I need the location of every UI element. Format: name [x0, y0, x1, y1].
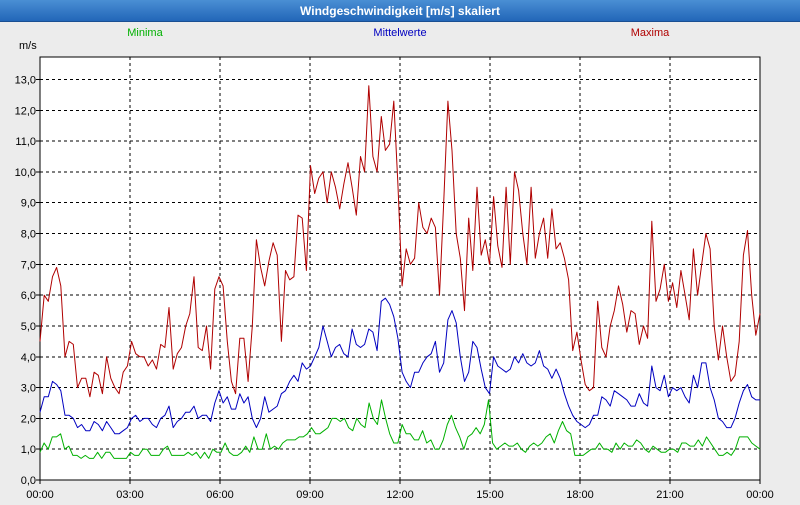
y-tick-label: 3,0	[21, 383, 36, 395]
y-tick-label: 11,0	[15, 136, 36, 148]
y-tick-label: 6,0	[21, 290, 36, 302]
x-tick-time-label: 00:00	[746, 489, 774, 500]
y-tick-label: 7,0	[21, 259, 36, 271]
x-tick-time-label: 18:00	[566, 489, 594, 500]
y-tick-label: 9,0	[21, 198, 36, 210]
chart-window-title: Windgeschwindigkeit [m/s] skaliert	[0, 0, 800, 22]
x-tick-time-label: 09:00	[296, 489, 324, 500]
y-axis-ticks: 0,0 1,0 2,0 3,0 4,0 5,0 6,0 7,0 8,0 9,0 10,0 11,0 12…	[15, 75, 40, 487]
data-series	[39, 85, 761, 459]
y-axis-label: m/s	[19, 40, 37, 52]
x-tick-time-label: 06:00	[206, 489, 234, 500]
x-tick-time-label: 15:00	[476, 489, 504, 500]
x-tick-time-label: 03:00	[116, 489, 144, 500]
window-title-text: Windgeschwindigkeit [m/s] skaliert	[300, 3, 500, 18]
x-tick-time-label: 21:00	[656, 489, 684, 500]
y-tick-label: 12,0	[15, 105, 36, 117]
y-tick-label: 0,0	[21, 475, 36, 487]
y-tick-label: 4,0	[21, 352, 36, 364]
y-tick-label: 2,0	[21, 413, 36, 425]
x-tick-time-label: 12:00	[386, 489, 414, 500]
legend-label: Maxima	[631, 27, 670, 39]
y-tick-label: 8,0	[21, 229, 36, 241]
grid-lines	[40, 57, 760, 480]
legend-label: Minima	[127, 27, 163, 39]
series-line-mittelwerte	[39, 297, 760, 435]
wind-speed-chart: 0,0 1,0 2,0 3,0 4,0 5,0 6,0 7,0 8,0 9,0 10,0 11,0 12…	[15, 27, 774, 501]
chart-area: 0,0 1,0 2,0 3,0 4,0 5,0 6,0 7,0 8,0 9,0 10,0 11,0 12…	[0, 22, 800, 501]
y-tick-label: 1,0	[21, 444, 36, 456]
y-tick-label: 5,0	[21, 321, 36, 333]
legend-label: Mittelwerte	[373, 27, 426, 39]
x-axis-ticks: 00:0028.09.1903:0028.09.1906:0028.09.190…	[26, 480, 774, 501]
series-line-minima	[39, 399, 761, 459]
legend: Minima Mittelwerte Maxima	[127, 27, 670, 39]
y-tick-label: 10,0	[15, 167, 36, 179]
y-tick-label: 13,0	[15, 75, 36, 87]
x-tick-time-label: 00:00	[26, 489, 54, 500]
series-line-maxima	[39, 85, 761, 398]
